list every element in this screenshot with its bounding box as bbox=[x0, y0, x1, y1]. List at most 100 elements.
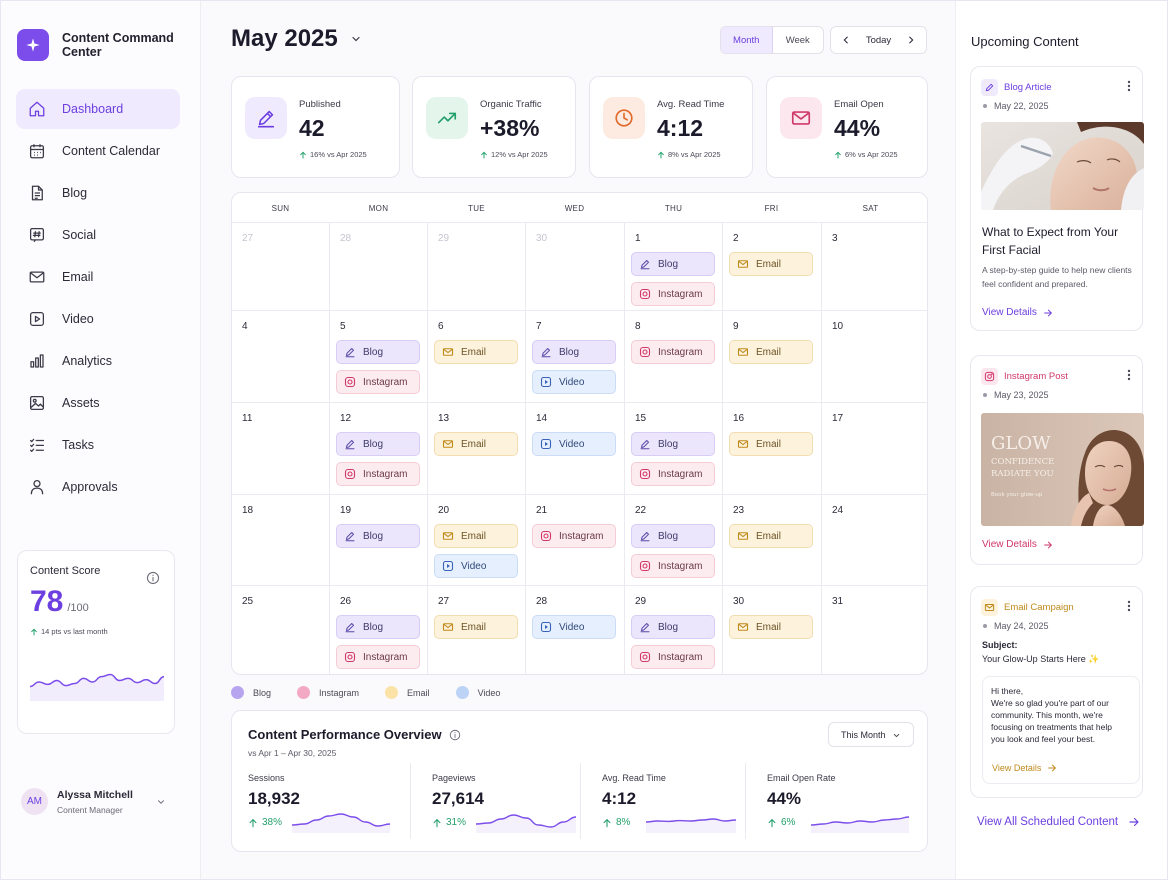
event-chip-instagram[interactable]: Instagram bbox=[631, 340, 715, 364]
sidebar-item-email[interactable]: Email bbox=[16, 257, 180, 297]
event-chip-instagram[interactable]: Instagram bbox=[631, 282, 715, 306]
upcoming-card-instagram[interactable]: Instagram Post May 23, 2025 bbox=[970, 355, 1144, 565]
day-number[interactable]: 13 bbox=[438, 413, 450, 424]
day-number[interactable]: 16 bbox=[733, 413, 745, 424]
day-number[interactable]: 31 bbox=[832, 596, 844, 607]
day-number[interactable]: 4 bbox=[242, 321, 248, 332]
event-chip-blog[interactable]: Blog bbox=[336, 524, 420, 548]
day-number[interactable]: 17 bbox=[832, 413, 844, 424]
sidebar-item-content-calendar[interactable]: Content Calendar bbox=[16, 131, 180, 171]
event-chip-blog[interactable]: Blog bbox=[631, 252, 715, 276]
event-chip-blog[interactable]: Blog bbox=[336, 615, 420, 639]
event-chip-blog[interactable]: Blog bbox=[631, 615, 715, 639]
day-number[interactable]: 24 bbox=[832, 505, 844, 516]
day-number[interactable]: 26 bbox=[340, 596, 352, 607]
day-number[interactable]: 29 bbox=[635, 596, 647, 607]
stat-card-avg-read-time[interactable]: Avg. Read Time 4:12 8% vs Apr 2025 bbox=[589, 76, 753, 178]
day-number[interactable]: 23 bbox=[733, 505, 745, 516]
day-number[interactable]: 30 bbox=[536, 233, 548, 244]
event-chip-email[interactable]: Email bbox=[434, 524, 518, 548]
day-number[interactable]: 15 bbox=[635, 413, 647, 424]
range-select[interactable]: This Month bbox=[828, 722, 914, 747]
event-chip-instagram[interactable]: Instagram bbox=[336, 645, 420, 669]
event-chip-instagram[interactable]: Instagram bbox=[336, 370, 420, 394]
stat-card-published[interactable]: Published 42 16% vs Apr 2025 bbox=[231, 76, 400, 178]
event-chip-email[interactable]: Email bbox=[729, 524, 813, 548]
day-number[interactable]: 14 bbox=[536, 413, 548, 424]
day-number[interactable]: 27 bbox=[438, 596, 450, 607]
day-number[interactable]: 2 bbox=[733, 233, 739, 244]
view-all-scheduled-link[interactable]: View All Scheduled Content bbox=[977, 816, 1140, 828]
event-chip-email[interactable]: Email bbox=[434, 340, 518, 364]
sidebar-item-analytics[interactable]: Analytics bbox=[16, 341, 180, 381]
day-number[interactable]: 27 bbox=[242, 233, 254, 244]
sidebar-item-social[interactable]: Social bbox=[16, 215, 180, 255]
info-icon[interactable] bbox=[449, 729, 461, 741]
chevron-right-icon[interactable] bbox=[906, 35, 916, 45]
day-number[interactable]: 5 bbox=[340, 321, 346, 332]
view-details-link[interactable]: View Details bbox=[982, 539, 1053, 550]
upcoming-card-email[interactable]: Email Campaign May 24, 2025 Subject: You… bbox=[970, 586, 1143, 798]
chevron-down-icon[interactable] bbox=[156, 797, 166, 807]
event-chip-video[interactable]: Video bbox=[434, 554, 518, 578]
sidebar-item-approvals[interactable]: Approvals bbox=[16, 467, 180, 507]
more-options-icon[interactable] bbox=[1124, 369, 1134, 381]
month-selector[interactable]: May 2025 bbox=[231, 25, 362, 53]
day-number[interactable]: 8 bbox=[635, 321, 641, 332]
day-number[interactable]: 7 bbox=[536, 321, 542, 332]
stat-card-organic-traffic[interactable]: Organic Traffic +38% 12% vs Apr 2025 bbox=[412, 76, 576, 178]
day-number[interactable]: 19 bbox=[340, 505, 352, 516]
view-details-link[interactable]: View Details bbox=[992, 763, 1057, 773]
event-chip-instagram[interactable]: Instagram bbox=[631, 554, 715, 578]
day-number[interactable]: 12 bbox=[340, 413, 352, 424]
event-chip-instagram[interactable]: Instagram bbox=[532, 524, 616, 548]
day-number[interactable]: 3 bbox=[832, 233, 838, 244]
event-chip-blog[interactable]: Blog bbox=[336, 432, 420, 456]
day-number[interactable]: 28 bbox=[340, 233, 352, 244]
event-chip-video[interactable]: Video bbox=[532, 432, 616, 456]
day-number[interactable]: 22 bbox=[635, 505, 647, 516]
event-chip-blog[interactable]: Blog bbox=[631, 524, 715, 548]
view-month-button[interactable]: Month bbox=[721, 27, 773, 53]
event-chip-blog[interactable]: Blog bbox=[336, 340, 420, 364]
day-number[interactable]: 20 bbox=[438, 505, 450, 516]
stat-card-email-open[interactable]: Email Open 44% 6% vs Apr 2025 bbox=[766, 76, 928, 178]
day-number[interactable]: 30 bbox=[733, 596, 745, 607]
day-number[interactable]: 25 bbox=[242, 596, 254, 607]
day-number[interactable]: 11 bbox=[242, 413, 253, 424]
event-chip-blog[interactable]: Blog bbox=[631, 432, 715, 456]
day-number[interactable]: 1 bbox=[635, 233, 641, 244]
info-icon[interactable] bbox=[146, 571, 160, 585]
chevron-left-icon[interactable] bbox=[841, 35, 851, 45]
event-chip-instagram[interactable]: Instagram bbox=[631, 645, 715, 669]
day-number[interactable]: 6 bbox=[438, 321, 444, 332]
day-number[interactable]: 21 bbox=[536, 505, 548, 516]
event-chip-video[interactable]: Video bbox=[532, 370, 616, 394]
day-number[interactable]: 28 bbox=[536, 596, 548, 607]
today-button[interactable]: Today bbox=[865, 34, 892, 46]
event-chip-instagram[interactable]: Instagram bbox=[336, 462, 420, 486]
day-number[interactable]: 10 bbox=[832, 321, 844, 332]
event-chip-email[interactable]: Email bbox=[434, 432, 518, 456]
event-chip-email[interactable]: Email bbox=[729, 340, 813, 364]
sidebar-item-blog[interactable]: Blog bbox=[16, 173, 180, 213]
more-options-icon[interactable] bbox=[1124, 600, 1134, 612]
event-chip-email[interactable]: Email bbox=[729, 432, 813, 456]
event-chip-email[interactable]: Email bbox=[729, 615, 813, 639]
sidebar-item-assets[interactable]: Assets bbox=[16, 383, 180, 423]
event-chip-email[interactable]: Email bbox=[434, 615, 518, 639]
sidebar-item-video[interactable]: Video bbox=[16, 299, 180, 339]
event-chip-video[interactable]: Video bbox=[532, 615, 616, 639]
sidebar-item-tasks[interactable]: Tasks bbox=[16, 425, 180, 465]
view-details-link[interactable]: View Details bbox=[982, 307, 1053, 318]
view-week-button[interactable]: Week bbox=[785, 34, 810, 46]
event-chip-blog[interactable]: Blog bbox=[532, 340, 616, 364]
event-chip-instagram[interactable]: Instagram bbox=[631, 462, 715, 486]
upcoming-card-blog[interactable]: Blog Article May 22, 2025 bbox=[970, 66, 1144, 331]
event-chip-email[interactable]: Email bbox=[729, 252, 813, 276]
more-options-icon[interactable] bbox=[1124, 80, 1134, 92]
day-number[interactable]: 29 bbox=[438, 233, 450, 244]
sidebar-item-dashboard[interactable]: Dashboard bbox=[16, 89, 180, 129]
user-profile[interactable]: AM Alyssa Mitchell Content Manager bbox=[21, 788, 166, 815]
day-number[interactable]: 9 bbox=[733, 321, 739, 332]
